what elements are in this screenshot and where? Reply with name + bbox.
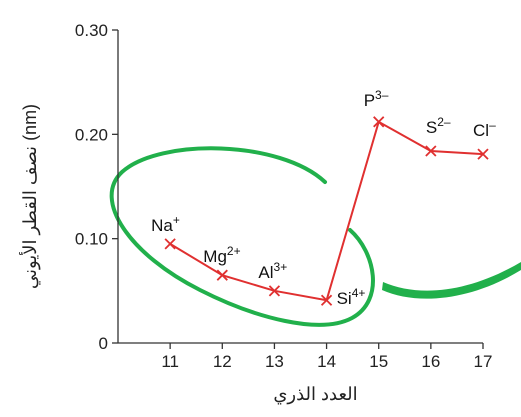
data-point-marker	[373, 116, 385, 128]
x-axis-title: العدد الذري	[273, 384, 357, 405]
highlight-tail	[382, 262, 521, 299]
ion-label: Cl–	[473, 118, 496, 140]
ion-label: P3–	[364, 88, 389, 110]
x-tick-label: 17	[474, 352, 493, 371]
ion-label: Si4+	[337, 286, 366, 308]
data-point-marker	[320, 294, 333, 306]
x-tick-label: 15	[369, 352, 388, 371]
y-tick-label: 0.10	[75, 230, 108, 249]
data-point-marker	[268, 285, 281, 297]
data-point-marker	[164, 238, 176, 250]
ion-label: Mg2+	[203, 244, 240, 266]
y-tick-label: 0.30	[75, 21, 108, 40]
x-tick-label: 13	[265, 352, 284, 371]
ion-label: Al3+	[258, 260, 287, 282]
x-tick-label: 11	[161, 352, 179, 371]
x-tick-label: 12	[213, 352, 232, 371]
y-tick-label: 0.20	[75, 125, 108, 144]
x-tick-label: 16	[421, 352, 440, 371]
data-point-marker	[216, 269, 228, 281]
y-axis-title: نصف القطر الأيوني (nm)	[18, 104, 41, 289]
ion-label: S2–	[426, 115, 451, 137]
ion-label: Na+	[151, 213, 180, 235]
x-tick-label: 14	[317, 352, 336, 371]
y-tick-label: 0	[99, 334, 108, 353]
highlight-ellipse	[109, 146, 375, 327]
data-point-marker	[425, 145, 437, 157]
data-point-marker	[477, 148, 489, 160]
